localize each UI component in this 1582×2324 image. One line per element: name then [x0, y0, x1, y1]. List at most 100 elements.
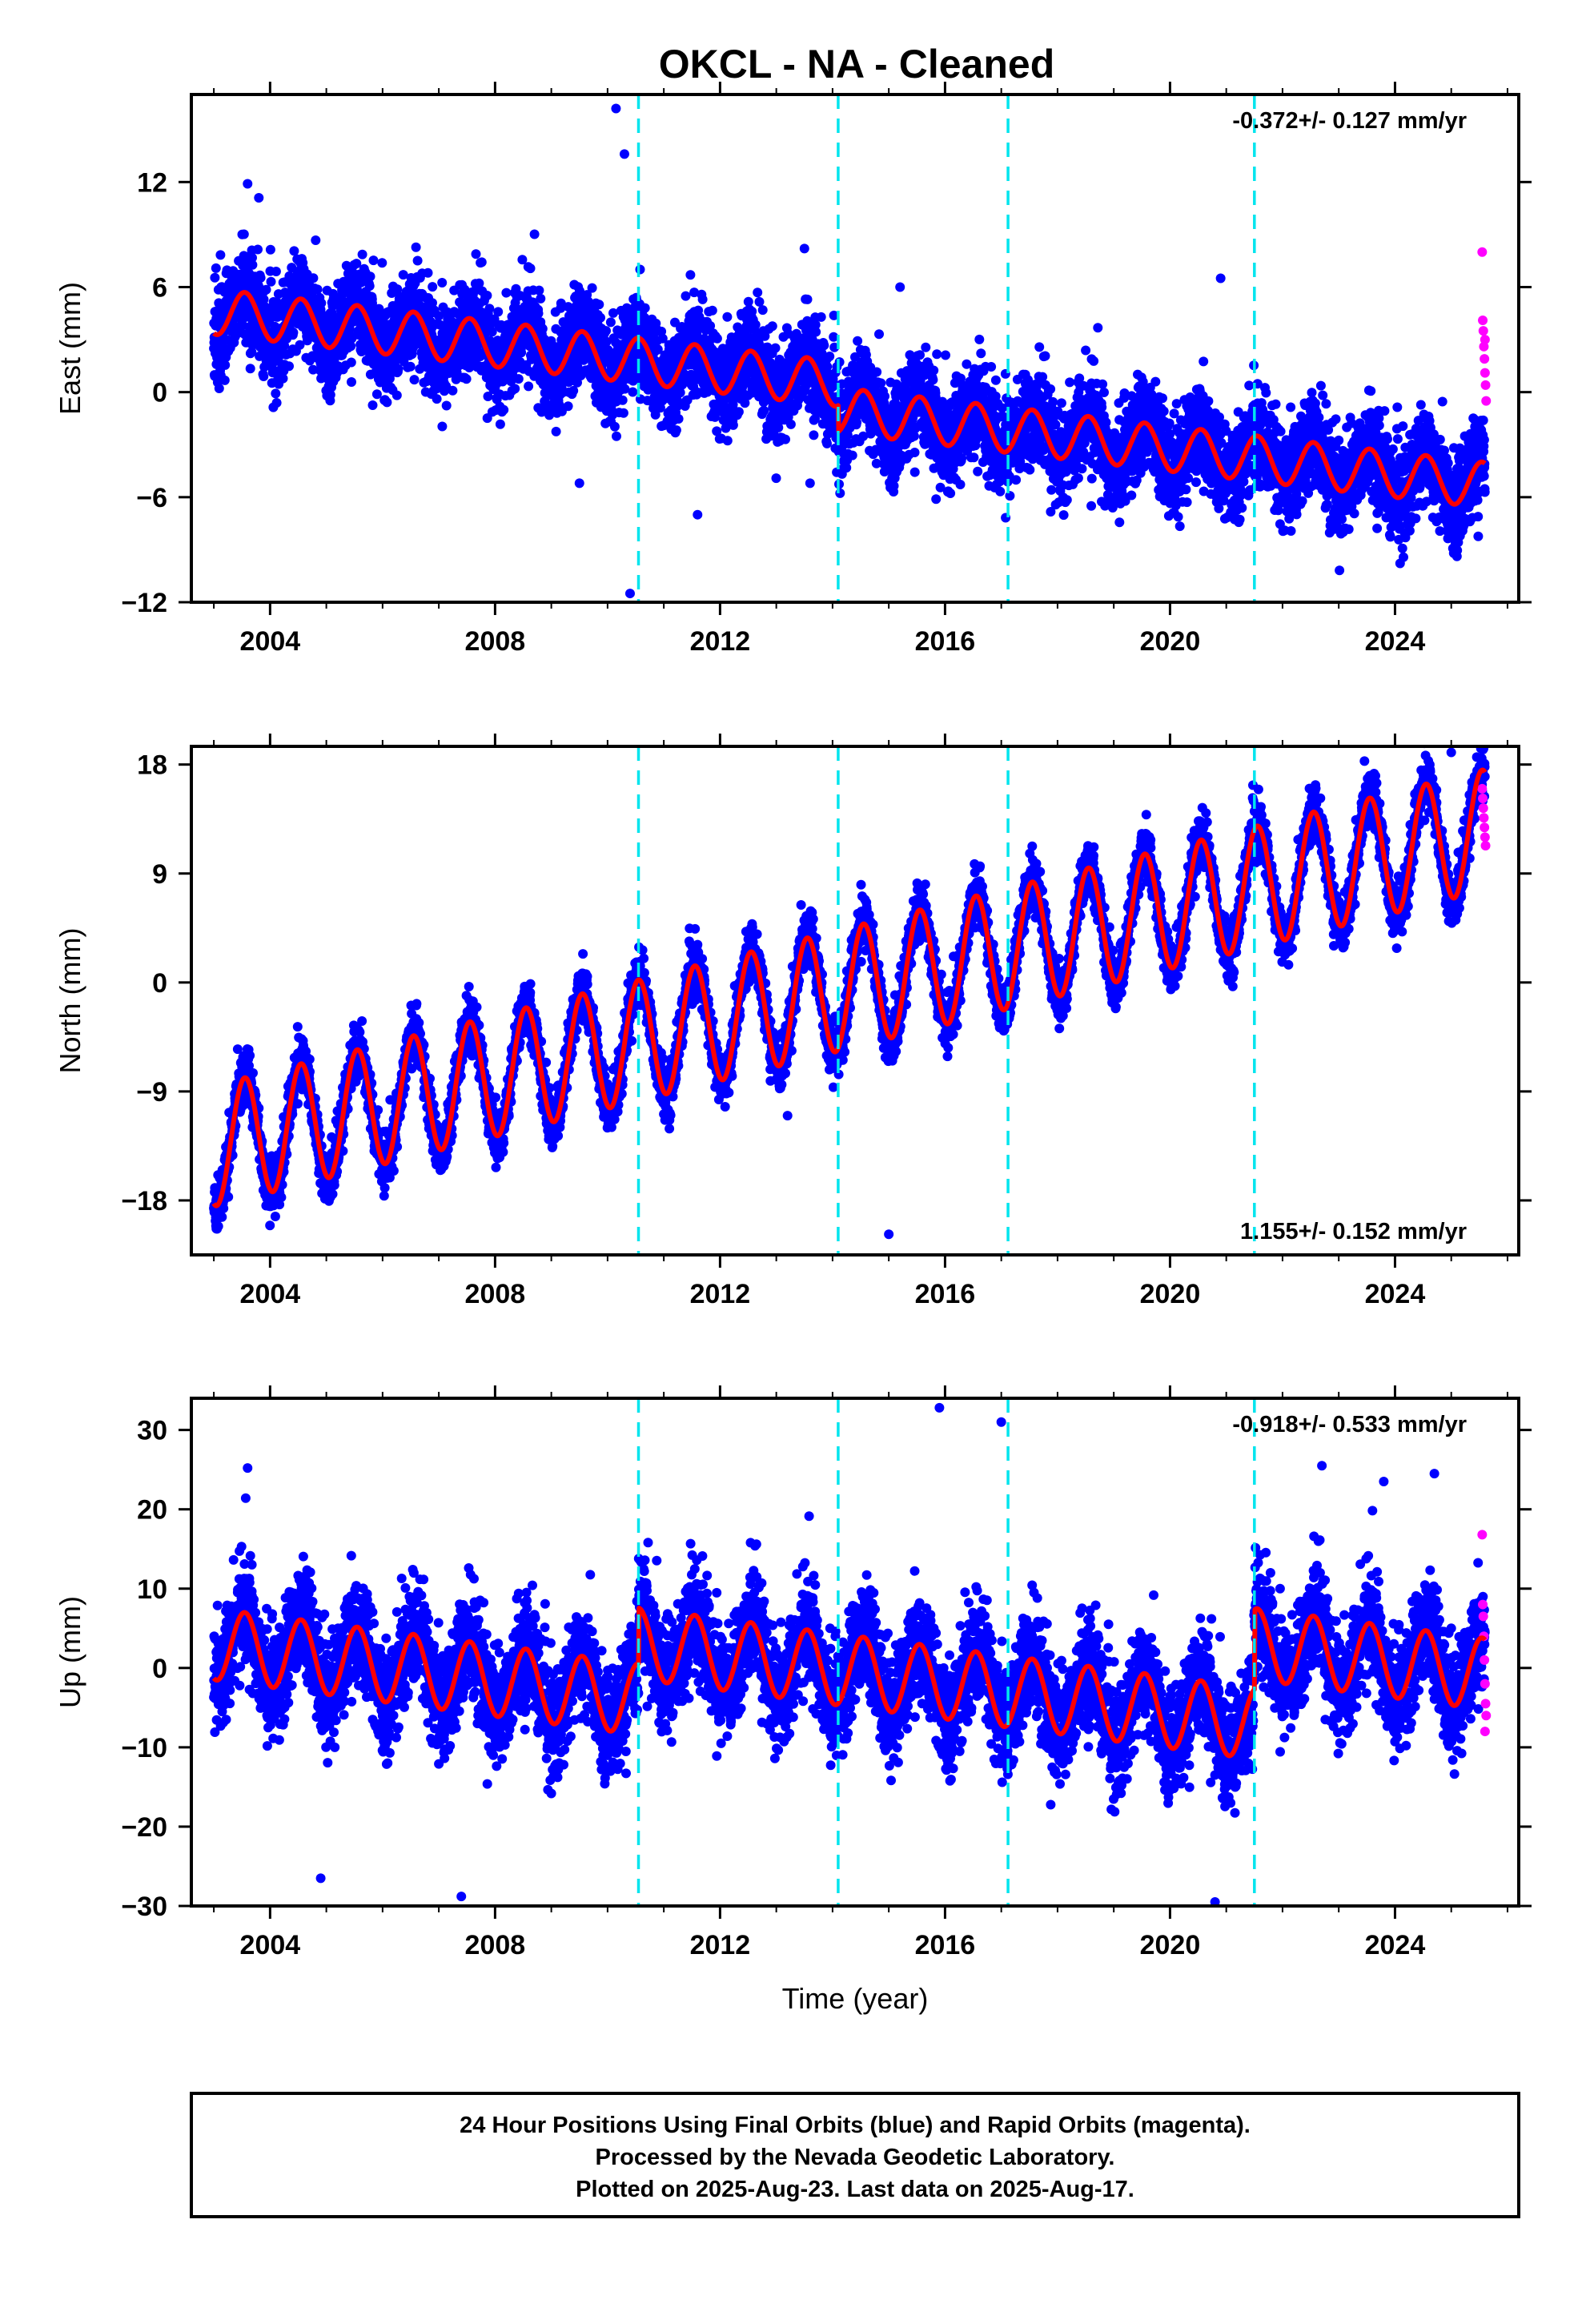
data-point [516, 348, 527, 358]
data-point [974, 334, 985, 344]
data-point [681, 291, 691, 301]
data-point [946, 489, 956, 498]
data-point [312, 284, 323, 295]
data-point [618, 408, 628, 418]
data-point [247, 347, 257, 357]
data-point [1005, 491, 1015, 501]
data-point [747, 306, 757, 316]
data-point [412, 255, 423, 266]
data-point [753, 287, 763, 298]
data-point [551, 426, 561, 436]
data-point [781, 434, 790, 444]
data-point [482, 291, 492, 300]
data-point [990, 375, 1001, 385]
data-point [271, 398, 282, 408]
data-point [437, 421, 448, 432]
data-point [271, 267, 281, 276]
data-point [955, 480, 966, 489]
data-point [239, 229, 249, 239]
data-point [534, 285, 544, 296]
data-point [211, 263, 221, 273]
data-point [1011, 475, 1022, 485]
data-point [1034, 342, 1045, 352]
data-point [365, 271, 375, 282]
data-point [712, 333, 722, 344]
data-point [757, 305, 768, 316]
data-point [811, 327, 821, 337]
data-point [770, 343, 781, 353]
data-point [495, 419, 505, 429]
data-point [476, 257, 487, 267]
data-point [357, 249, 367, 259]
data-point [909, 448, 920, 457]
data-point [771, 473, 781, 484]
data-point [932, 349, 942, 360]
data-point [872, 367, 882, 377]
data-point [308, 273, 319, 283]
data-point [825, 352, 835, 361]
data-point [697, 294, 708, 304]
data-point [247, 259, 258, 270]
data-point [437, 278, 448, 287]
data-point [931, 494, 942, 505]
data-point [605, 317, 616, 328]
data-point [245, 364, 255, 374]
data-point [685, 270, 696, 280]
data-point [215, 250, 226, 260]
data-point [255, 272, 266, 283]
data-point [722, 312, 733, 322]
data-point [441, 400, 452, 411]
data-point [448, 385, 458, 396]
data-point [995, 486, 1006, 497]
data-point [973, 466, 983, 476]
data-point [909, 467, 920, 477]
data-point [371, 389, 382, 400]
data-point [513, 374, 524, 384]
data-point [847, 450, 857, 460]
data-point [265, 244, 275, 255]
data-point [525, 263, 536, 274]
data-point [853, 336, 863, 346]
data-point [524, 381, 534, 392]
data-point [325, 390, 335, 400]
data-point [267, 364, 278, 375]
data-point [253, 244, 263, 255]
data-point [409, 375, 420, 385]
data-point [671, 425, 681, 436]
data-point [529, 229, 540, 239]
data-point [368, 255, 379, 266]
data-point [1025, 464, 1035, 475]
data-point [346, 357, 356, 368]
data-point [533, 308, 544, 319]
data-point [377, 258, 387, 268]
data-point [921, 342, 931, 352]
data-point [822, 438, 832, 448]
data-point [259, 372, 269, 381]
data-point [428, 282, 438, 292]
data-point [816, 312, 826, 322]
data-point [802, 294, 813, 304]
data-point [722, 436, 733, 446]
data-point [391, 390, 402, 400]
data-point [382, 397, 392, 408]
data-point [640, 303, 650, 313]
data-point [364, 281, 375, 292]
data-point [351, 259, 362, 269]
data-point [219, 375, 230, 385]
data-point [501, 287, 512, 298]
data-point [876, 378, 886, 388]
plot-area-east [209, 103, 1492, 599]
data-point [346, 341, 356, 352]
data-point [941, 350, 950, 360]
data-point [673, 414, 684, 424]
data-point [461, 374, 472, 384]
data-point [809, 430, 819, 440]
data-point [929, 365, 939, 376]
data-point [271, 388, 281, 399]
data-point [471, 249, 481, 259]
data-point [594, 300, 604, 310]
data-point [499, 404, 509, 415]
data-point [880, 391, 889, 401]
data-point [707, 305, 717, 316]
